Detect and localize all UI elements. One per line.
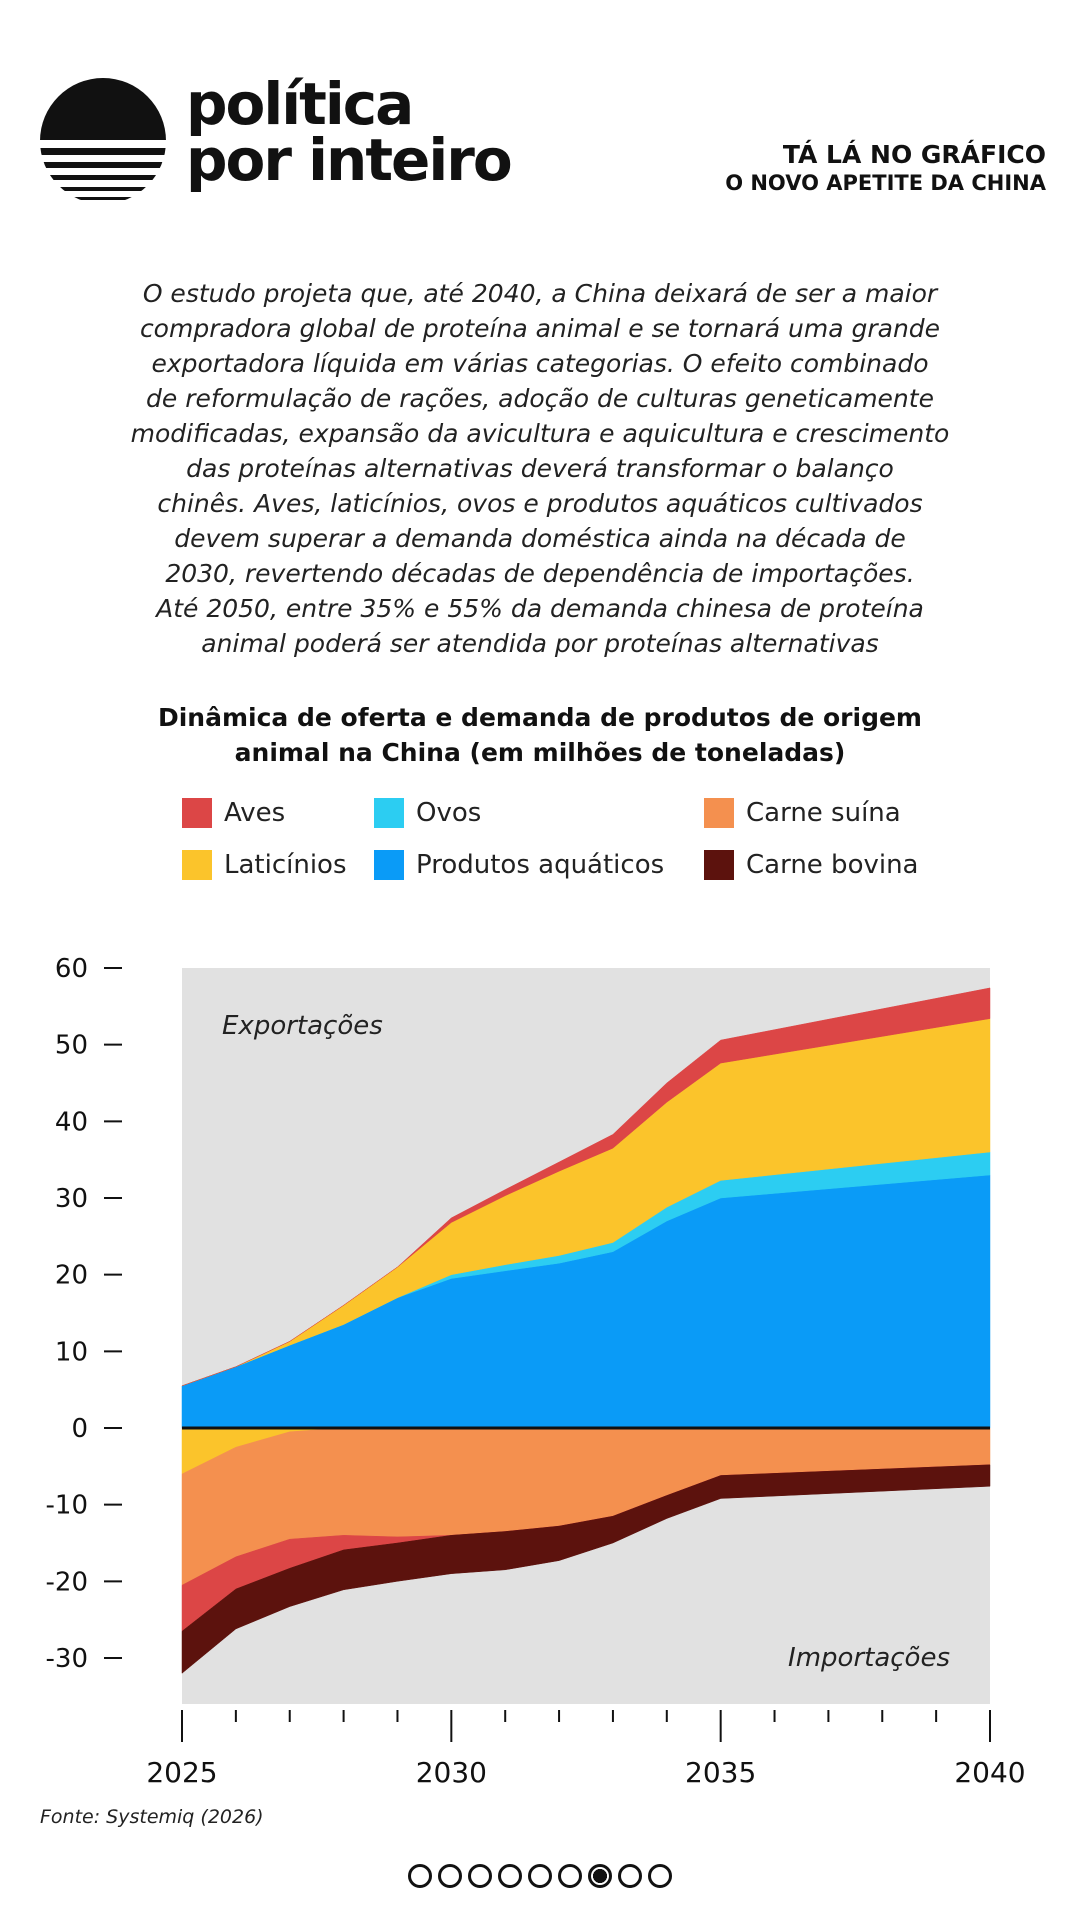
x-tick-label: 2030 xyxy=(416,1756,487,1789)
intro-line: animal poderá ser atendida por proteínas… xyxy=(201,629,879,658)
intro-line: chinês. Aves, laticínios, ovos e produto… xyxy=(157,489,923,518)
intro-line: das proteínas alternativas deverá transf… xyxy=(186,454,894,483)
series-area xyxy=(181,1464,991,1674)
brand-line-1: política xyxy=(186,70,414,138)
legend-swatch xyxy=(182,798,212,828)
brand-name: política por inteiro xyxy=(186,70,513,194)
intro-line: 2030, revertendo décadas de dependência … xyxy=(165,559,915,588)
source-note: Fonte: Systemiq (2026) xyxy=(40,1806,264,1828)
page-dot[interactable] xyxy=(408,1864,432,1888)
legend-swatch xyxy=(704,850,734,880)
page-dot[interactable] xyxy=(558,1864,582,1888)
legend-item: Carne suína xyxy=(704,798,901,828)
intro-line: modificadas, expansão da avicultura e aq… xyxy=(130,419,950,448)
page-dot[interactable] xyxy=(588,1864,612,1888)
legend-item: Aves xyxy=(182,798,285,828)
page-dot[interactable] xyxy=(648,1864,672,1888)
chart-legend: Aves Ovos Carne suína Laticínios Produto… xyxy=(0,798,1080,898)
legend-item: Ovos xyxy=(374,798,481,828)
legend-label: Carne suína xyxy=(746,798,901,828)
intro-line: O estudo projeta que, até 2040, a China … xyxy=(142,279,938,308)
intro-line: exportadora líquida em várias categorias… xyxy=(151,349,929,378)
legend-label: Aves xyxy=(224,798,286,828)
intro-line: compradora global de proteína animal e s… xyxy=(139,314,941,343)
legend-swatch xyxy=(374,798,404,828)
legend-item: Produtos aquáticos xyxy=(374,850,664,880)
legend-label: Ovos xyxy=(416,798,482,828)
page-dot[interactable] xyxy=(498,1864,522,1888)
page-dot[interactable] xyxy=(468,1864,492,1888)
chart-title: Dinâmica de oferta e demanda de produtos… xyxy=(120,700,960,770)
section-title: TÁ LÁ NO GRÁFICO xyxy=(782,140,1046,169)
imports-label: Importações xyxy=(788,1643,950,1673)
intro-text: O estudo projeta que, até 2040, a China … xyxy=(70,276,1010,661)
legend-label: Produtos aquáticos xyxy=(416,850,665,880)
area-chart: 60 50 40 30 20 10 0 -10 -20 -30 2025 2030 2035 2040 Ex… xyxy=(46,954,1026,1789)
y-tick-label: 40 xyxy=(55,1107,88,1137)
exports-label: Exportações xyxy=(222,1011,383,1041)
legend-item: Carne bovina xyxy=(704,850,919,880)
legend-item: Laticínios xyxy=(182,850,347,880)
legend-label: Laticínios xyxy=(224,850,347,880)
legend-swatch xyxy=(182,850,212,880)
y-tick-label: 0 xyxy=(71,1414,88,1444)
y-tick-label: 60 xyxy=(55,954,88,984)
y-tick-label: 50 xyxy=(55,1031,88,1061)
intro-line: de reformulação de rações, adoção de cul… xyxy=(146,384,934,413)
intro-line: devem superar a demanda doméstica ainda … xyxy=(174,524,906,553)
legend-label: Carne bovina xyxy=(746,850,919,880)
y-tick-label: -10 xyxy=(46,1491,88,1521)
chart-title-line: Dinâmica de oferta e demanda de produtos… xyxy=(157,703,922,732)
section-header: TÁ LÁ NO GRÁFICO O NOVO APETITE DA CHINA xyxy=(725,140,1046,196)
y-tick-label: -20 xyxy=(46,1567,88,1597)
intro-line: Até 2050, entre 35% e 55% da demanda chi… xyxy=(156,594,924,623)
page-dot[interactable] xyxy=(438,1864,462,1888)
pagination-dots xyxy=(0,1864,1080,1888)
y-tick-label: 30 xyxy=(55,1184,88,1214)
series-area xyxy=(181,987,991,1387)
page-dot[interactable] xyxy=(528,1864,552,1888)
section-subtitle: O NOVO APETITE DA CHINA xyxy=(725,171,1046,195)
chart-title-line: animal na China (em milhões de toneladas… xyxy=(234,738,846,767)
legend-swatch xyxy=(374,850,404,880)
x-tick-label: 2040 xyxy=(954,1756,1025,1789)
x-tick-label: 2025 xyxy=(146,1756,217,1789)
y-tick-label: 20 xyxy=(55,1261,88,1291)
brand-line-2: por inteiro xyxy=(186,126,513,194)
legend-swatch xyxy=(704,798,734,828)
logo-icon xyxy=(40,78,166,200)
y-tick-label: -30 xyxy=(46,1644,88,1674)
page-dot[interactable] xyxy=(618,1864,642,1888)
y-tick-label: 10 xyxy=(55,1337,88,1367)
x-tick-label: 2035 xyxy=(685,1756,756,1789)
